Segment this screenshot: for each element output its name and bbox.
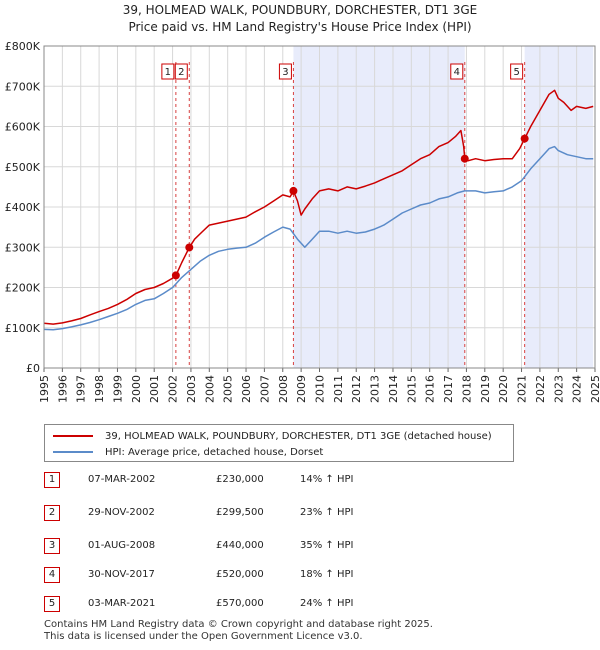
x-tick-label: 1999 xyxy=(111,375,124,403)
footer-licence: This data is licensed under the Open Gov… xyxy=(44,631,363,642)
legend-label-property: 39, HOLMEAD WALK, POUNDBURY, DORCHESTER,… xyxy=(105,430,492,442)
chart-title-line2: Price paid vs. HM Land Registry's House … xyxy=(128,20,472,34)
y-tick-label: £600K xyxy=(5,121,41,134)
transaction-number: 5 xyxy=(44,596,60,612)
x-tick-label: 1996 xyxy=(56,375,69,403)
transaction-date: 29-NOV-2002 xyxy=(88,507,155,518)
x-tick-label: 2020 xyxy=(497,375,510,403)
marker-label: 3 xyxy=(282,67,288,78)
x-tick-label: 2011 xyxy=(332,375,345,403)
sale-point xyxy=(520,134,529,143)
x-tick-label: 2005 xyxy=(222,375,235,403)
x-tick-label: 2006 xyxy=(240,375,253,403)
x-tick-label: 2001 xyxy=(148,375,161,403)
footer: Contains HM Land Registry data © Crown c… xyxy=(44,619,433,643)
sale-point xyxy=(171,271,180,280)
legend-swatch-property xyxy=(53,435,93,437)
table-row: 3 01-AUG-2008 £440,000 35% ↑ HPI xyxy=(44,538,444,556)
transaction-hpi: 14% ↑ HPI xyxy=(300,474,354,485)
transaction-date: 07-MAR-2002 xyxy=(88,474,156,485)
y-tick-label: £800K xyxy=(5,40,41,53)
y-tick-label: £100K xyxy=(5,322,41,335)
x-tick-label: 2019 xyxy=(479,375,492,403)
x-tick-label: 1995 xyxy=(38,375,51,403)
y-tick-label: £500K xyxy=(5,161,41,174)
transaction-hpi: 35% ↑ HPI xyxy=(300,540,354,551)
y-tick-label: £300K xyxy=(5,241,41,254)
marker-box xyxy=(510,63,524,80)
transaction-date: 03-MAR-2021 xyxy=(88,598,156,609)
marker-label: 2 xyxy=(178,67,184,78)
transaction-price: £299,500 xyxy=(216,507,264,518)
x-tick-label: 2022 xyxy=(534,375,547,403)
transaction-number: 2 xyxy=(44,505,60,521)
transaction-number: 3 xyxy=(44,538,60,554)
x-tick-label: 2010 xyxy=(314,375,327,403)
legend-item-property: 39, HOLMEAD WALK, POUNDBURY, DORCHESTER,… xyxy=(53,428,492,444)
transaction-date: 01-AUG-2008 xyxy=(88,540,156,551)
x-tick-label: 2004 xyxy=(203,375,216,403)
transaction-date: 30-NOV-2017 xyxy=(88,569,155,580)
hpi-line xyxy=(43,145,594,331)
x-tick-label: 1997 xyxy=(75,375,88,403)
transaction-hpi: 18% ↑ HPI xyxy=(300,569,354,580)
sale-point xyxy=(289,186,298,195)
marker-box xyxy=(174,63,188,80)
transaction-price: £230,000 xyxy=(216,474,264,485)
x-tick-label: 1998 xyxy=(93,375,106,403)
table-row: 5 03-MAR-2021 £570,000 24% ↑ HPI xyxy=(44,596,444,614)
transaction-price: £520,000 xyxy=(216,569,264,580)
x-tick-label: 2000 xyxy=(130,375,143,403)
marker-label: 4 xyxy=(454,67,460,78)
x-tick-label: 2017 xyxy=(442,375,455,403)
transaction-hpi: 24% ↑ HPI xyxy=(300,598,354,609)
sale-point xyxy=(185,243,194,252)
chart-title: 39, HOLMEAD WALK, POUNDBURY, DORCHESTER,… xyxy=(0,2,600,36)
legend-label-hpi: HPI: Average price, detached house, Dors… xyxy=(105,446,324,458)
plot-frame xyxy=(43,45,596,369)
transaction-price: £570,000 xyxy=(216,598,264,609)
table-row: 1 07-MAR-2002 £230,000 14% ↑ HPI xyxy=(44,472,444,490)
x-tick-label: 2023 xyxy=(552,375,565,403)
x-tick-label: 2014 xyxy=(387,375,400,403)
footer-copyright: Contains HM Land Registry data © Crown c… xyxy=(44,619,433,630)
x-tick-label: 2009 xyxy=(295,375,308,403)
table-row: 2 29-NOV-2002 £299,500 23% ↑ HPI xyxy=(44,505,444,523)
legend-item-hpi: HPI: Average price, detached house, Dors… xyxy=(53,444,323,460)
sale-point xyxy=(460,154,469,163)
y-tick-label: £400K xyxy=(5,201,41,214)
x-tick-label: 2008 xyxy=(277,375,290,403)
y-tick-label: £700K xyxy=(5,80,41,93)
transaction-hpi: 23% ↑ HPI xyxy=(300,507,354,518)
x-tick-label: 2012 xyxy=(350,375,363,403)
x-tick-label: 2025 xyxy=(589,375,600,403)
chart-legend: 39, HOLMEAD WALK, POUNDBURY, DORCHESTER,… xyxy=(44,424,514,462)
x-tick-label: 2013 xyxy=(369,375,382,403)
legend-swatch-hpi xyxy=(53,451,93,453)
marker-box xyxy=(278,63,292,80)
marker-box xyxy=(450,63,464,80)
transaction-number: 1 xyxy=(44,472,60,488)
x-tick-label: 2024 xyxy=(571,375,584,403)
property-price-line xyxy=(43,89,594,325)
transaction-price: £440,000 xyxy=(216,540,264,551)
x-tick-label: 2015 xyxy=(405,375,418,403)
x-tick-label: 2021 xyxy=(516,375,529,403)
x-tick-label: 2002 xyxy=(167,375,180,403)
x-tick-label: 2007 xyxy=(258,375,271,403)
chart-title-line1: 39, HOLMEAD WALK, POUNDBURY, DORCHESTER,… xyxy=(122,3,478,17)
price-chart: £0 £100K £200K £300K £400K £500K £600K £700K £80… xyxy=(5,40,600,403)
y-tick-label: £0 xyxy=(26,362,40,375)
y-tick-label: £200K xyxy=(5,282,41,295)
table-row: 4 30-NOV-2017 £520,000 18% ↑ HPI xyxy=(44,567,444,585)
marker-label: 5 xyxy=(513,67,519,78)
marker-box xyxy=(161,63,175,80)
x-tick-label: 2016 xyxy=(424,375,437,403)
x-tick-label: 2018 xyxy=(460,375,473,403)
transaction-number: 4 xyxy=(44,567,60,583)
marker-label: 1 xyxy=(165,67,171,78)
x-tick-label: 2003 xyxy=(185,375,198,403)
